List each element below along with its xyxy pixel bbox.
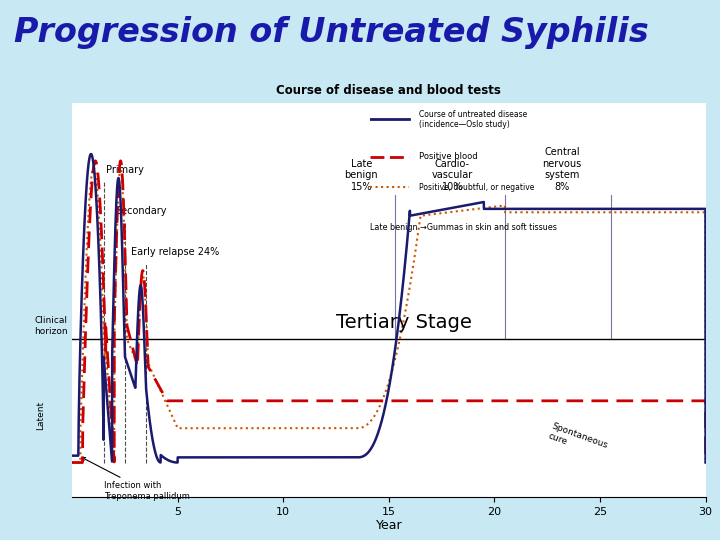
- Text: Clinical
horizon: Clinical horizon: [34, 316, 68, 336]
- Text: Progression of Untreated Syphilis: Progression of Untreated Syphilis: [14, 16, 649, 49]
- Text: Early relapse 24%: Early relapse 24%: [131, 247, 220, 257]
- Text: Late benign →Gummas in skin and soft tissues: Late benign →Gummas in skin and soft tis…: [370, 223, 557, 232]
- Text: Spontaneous
cure: Spontaneous cure: [547, 421, 609, 460]
- Title: Course of disease and blood tests: Course of disease and blood tests: [276, 84, 501, 97]
- Text: Late
benign
15%: Late benign 15%: [345, 159, 378, 192]
- Text: Secondary: Secondary: [115, 206, 167, 215]
- Text: Cardio-
vascular
10%: Cardio- vascular 10%: [431, 159, 473, 192]
- Text: Central
nervous
system
8%: Central nervous system 8%: [542, 147, 582, 192]
- Text: Infection with
Treponema pallidum: Infection with Treponema pallidum: [82, 457, 189, 501]
- Text: Latent: Latent: [36, 401, 45, 430]
- X-axis label: Year: Year: [376, 519, 402, 532]
- Text: Primary: Primary: [106, 165, 144, 174]
- Text: Tertiary Stage: Tertiary Stage: [336, 313, 472, 332]
